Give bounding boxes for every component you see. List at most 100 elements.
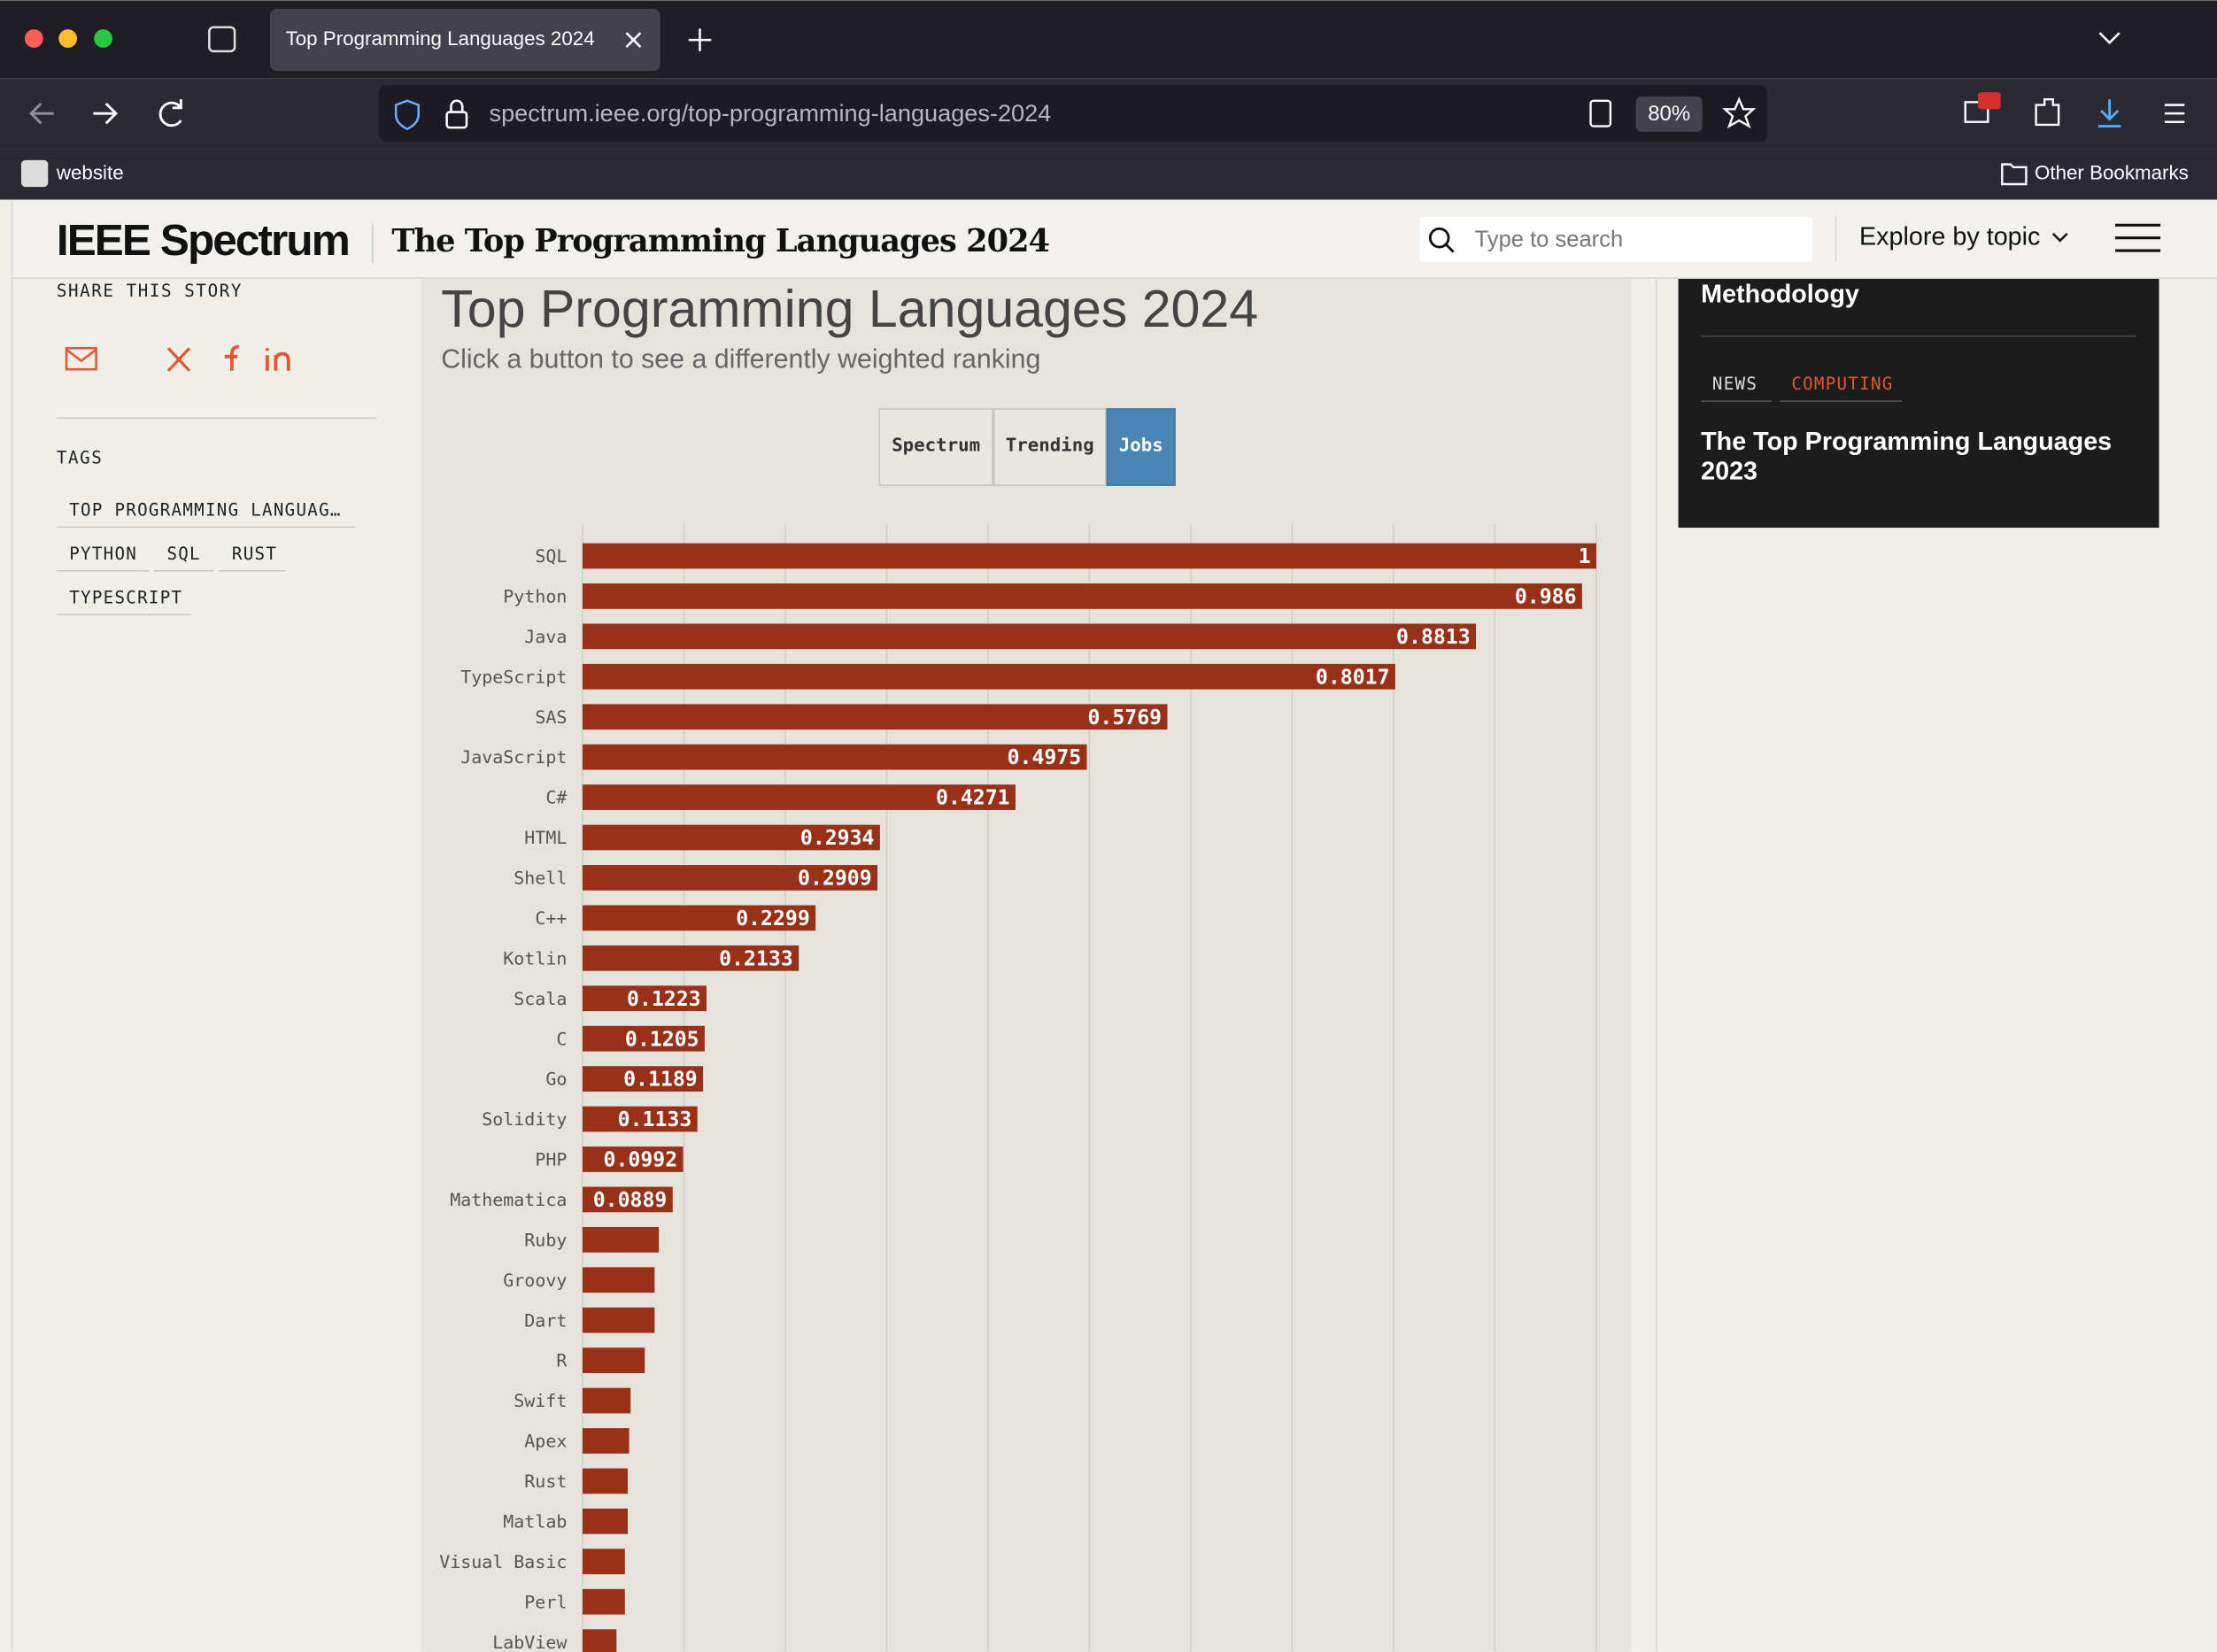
value-label: 0.1133 bbox=[618, 1108, 692, 1131]
tab-list[interactable] bbox=[2098, 32, 2120, 45]
ranking-button-label: Jobs bbox=[1119, 434, 1163, 455]
back-button[interactable] bbox=[29, 102, 54, 125]
minimize-window[interactable] bbox=[58, 29, 78, 48]
value-label: 0.1189 bbox=[623, 1069, 698, 1092]
ranking-button[interactable] bbox=[993, 408, 1107, 486]
explore-menu[interactable]: Explore by topic bbox=[1859, 222, 2040, 251]
bookmark-star[interactable] bbox=[1722, 96, 1757, 129]
related-title[interactable]: The Top Programming Languages bbox=[1701, 428, 2112, 456]
share-email[interactable] bbox=[65, 346, 97, 371]
tab-title: Top Programming Languages 2024 bbox=[286, 27, 595, 50]
tab-overview[interactable] bbox=[208, 26, 236, 53]
y-tick-label: LabView bbox=[492, 1632, 568, 1652]
y-tick-label: C# bbox=[545, 787, 567, 808]
related-card[interactable] bbox=[1678, 278, 2159, 529]
share-linkedin[interactable] bbox=[265, 348, 290, 371]
ranking-button[interactable] bbox=[878, 408, 993, 486]
related-title[interactable]: 2023 bbox=[1701, 457, 1757, 485]
active-tab[interactable] bbox=[270, 8, 660, 72]
tag[interactable]: PYTHON bbox=[69, 544, 137, 564]
bar bbox=[582, 1025, 705, 1052]
url-text: spectrum.ieee.org/top-programming-langua… bbox=[490, 99, 1052, 127]
bar bbox=[582, 945, 800, 971]
value-label: 0.986 bbox=[1515, 586, 1577, 609]
bar bbox=[582, 784, 1016, 810]
bar bbox=[582, 865, 878, 891]
chart-subtitle: Click a button to see a differently weig… bbox=[441, 345, 1040, 374]
value-label: 0.2909 bbox=[798, 868, 872, 891]
bar bbox=[582, 1548, 625, 1575]
share-x[interactable] bbox=[166, 347, 191, 372]
y-tick-label: JavaScript bbox=[460, 746, 567, 768]
reader-view[interactable] bbox=[1589, 99, 1612, 127]
new-tab[interactable] bbox=[688, 28, 712, 51]
explore-chevron bbox=[2051, 232, 2068, 243]
bar bbox=[582, 1387, 631, 1414]
tag[interactable]: RUST bbox=[232, 544, 277, 564]
bar-chart: SQL 1 Python 0.986 Java 0.8813 TypeScript 0.801… bbox=[439, 524, 1597, 1652]
search-placeholder: Type to search bbox=[1475, 228, 1624, 252]
extension-icon[interactable] bbox=[1964, 101, 1989, 123]
share-facebook[interactable] bbox=[224, 344, 239, 371]
extension-badge bbox=[1978, 92, 2001, 110]
url-bar[interactable] bbox=[378, 85, 1768, 143]
bar bbox=[582, 1106, 698, 1132]
ranking-button-active[interactable] bbox=[1106, 408, 1176, 486]
tab-close[interactable] bbox=[625, 32, 642, 48]
y-tick-label: Dart bbox=[524, 1309, 567, 1331]
tracking-shield[interactable] bbox=[394, 99, 420, 131]
lock-icon[interactable] bbox=[445, 111, 468, 129]
forward-button[interactable] bbox=[93, 102, 118, 125]
y-tick-label: Shell bbox=[514, 868, 567, 889]
ranking-button-label: Trending bbox=[1006, 434, 1094, 455]
bar bbox=[582, 1267, 655, 1293]
search-box[interactable] bbox=[1419, 216, 1813, 262]
tag[interactable]: TYPESCRIPT bbox=[69, 587, 182, 607]
value-label: 0.4975 bbox=[1008, 746, 1082, 769]
hamburger-menu[interactable] bbox=[2115, 223, 2161, 252]
bar bbox=[582, 1428, 630, 1454]
bookmark-link[interactable]: website bbox=[56, 162, 124, 184]
search-icon-handle bbox=[1445, 243, 1455, 253]
zoom-window[interactable] bbox=[94, 29, 112, 48]
zoom-badge[interactable] bbox=[1635, 96, 1703, 132]
value-label: 0.2133 bbox=[719, 947, 793, 970]
tag[interactable]: TOP PROGRAMMING LANGUAG… bbox=[69, 499, 341, 520]
bookmarks-bar bbox=[0, 149, 2217, 200]
bar bbox=[582, 1307, 655, 1333]
tag[interactable]: SQL bbox=[166, 544, 200, 564]
value-label: 1 bbox=[1579, 545, 1591, 568]
y-tick-label: Groovy bbox=[503, 1270, 567, 1291]
value-label: 0.8813 bbox=[1396, 626, 1471, 649]
close-window[interactable] bbox=[24, 29, 43, 48]
bar bbox=[582, 1347, 645, 1374]
bar bbox=[582, 905, 816, 931]
downloads-button[interactable] bbox=[2097, 99, 2121, 127]
related-label: COMPUTING bbox=[1791, 374, 1893, 394]
value-label: 0.0992 bbox=[604, 1149, 678, 1172]
extensions-button[interactable] bbox=[2035, 97, 2060, 127]
related-heading: Methodology bbox=[1701, 281, 1859, 309]
bar bbox=[582, 744, 1087, 770]
share-heading: SHARE THIS STORY bbox=[57, 281, 243, 301]
y-tick-label: Java bbox=[524, 626, 567, 647]
bar bbox=[582, 1146, 684, 1172]
other-bookmarks[interactable]: Other Bookmarks bbox=[2035, 162, 2189, 184]
value-label: 0.2299 bbox=[736, 907, 810, 930]
article-title: The Top Programming Languages 2024 bbox=[391, 223, 1049, 259]
reload-button[interactable] bbox=[158, 99, 182, 127]
value-label: 0.5769 bbox=[1088, 706, 1163, 730]
y-tick-label: HTML bbox=[524, 827, 567, 848]
app-menu[interactable] bbox=[2164, 104, 2185, 124]
y-tick-label: Solidity bbox=[482, 1108, 567, 1130]
search-icon bbox=[1428, 227, 1450, 249]
bookmark-favicon bbox=[20, 159, 49, 188]
y-tick-label: Ruby bbox=[524, 1229, 567, 1250]
y-tick-label: Rust bbox=[524, 1471, 567, 1492]
y-tick-label: Apex bbox=[524, 1431, 567, 1452]
site-header bbox=[12, 199, 2217, 278]
site-logo[interactable]: IEEE Spectrum bbox=[57, 216, 351, 265]
bar bbox=[582, 1629, 617, 1652]
related-label: NEWS bbox=[1712, 374, 1757, 394]
